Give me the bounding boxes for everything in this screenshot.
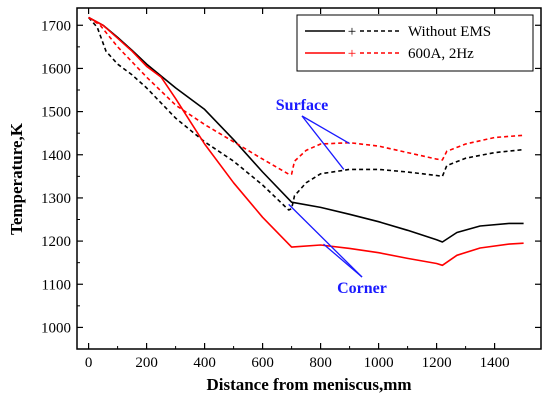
x-tick-label: 1400 [480,355,510,371]
y-tick-label: 1600 [41,61,71,77]
y-tick-label: 1700 [41,18,71,34]
legend-marker: + [348,24,356,40]
legend-box [296,14,534,72]
x-tick-label: 1200 [422,355,452,371]
y-tick-label: 1100 [42,277,71,293]
y-tick-label: 1200 [41,234,71,250]
annotation-pointer [301,115,345,170]
legend-marker: + [348,46,356,62]
annotation-surface: Surface [276,97,328,114]
y-axis-title: Temperature,K [7,122,26,235]
series-line-ems-surface [88,16,524,175]
axes: 0 200 400 600 800 1000 1200 1400 1000 1100 1200 130… [41,8,541,371]
x-tick-label: 1000 [364,355,394,371]
series-line-ems-corner [88,16,524,267]
annotation-layer: Surface Corner [276,97,387,297]
series-line-no-ems-surface [87,16,524,211]
annotation-corner: Corner [337,280,387,297]
series-layer [87,16,524,267]
x-tick-label: 400 [193,355,216,371]
y-tick-label: 1000 [41,320,71,336]
x-tick-label: 800 [309,355,332,371]
legend-label: 600A, 2Hz [408,46,474,62]
x-axis-title: Distance from meniscus,mm [206,375,411,394]
annotation-pointer [288,203,363,278]
x-tick-label: 600 [251,355,274,371]
annotation-pointer [301,115,350,145]
y-tick-label: 1500 [41,105,71,121]
y-tick-label: 1400 [41,148,71,164]
x-tick-label: 0 [85,355,93,371]
y-tick-label: 1300 [41,191,71,207]
legend-label: Without EMS [408,24,491,40]
x-tick-label: 200 [135,355,158,371]
legend: + Without EMS + 600A, 2Hz [296,14,534,72]
